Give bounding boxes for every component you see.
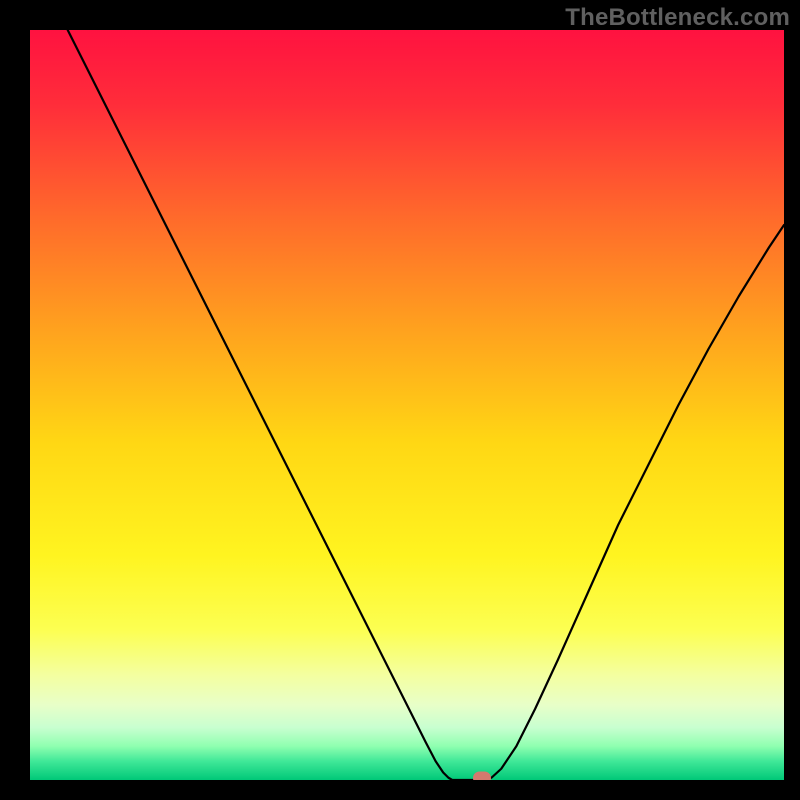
plot-area xyxy=(30,30,784,780)
bottleneck-curve xyxy=(30,30,784,780)
optimal-point-marker xyxy=(473,771,491,780)
watermark-text: TheBottleneck.com xyxy=(565,4,790,32)
chart-frame: TheBottleneck.com xyxy=(0,0,800,800)
plot-area-wrap xyxy=(30,30,784,780)
